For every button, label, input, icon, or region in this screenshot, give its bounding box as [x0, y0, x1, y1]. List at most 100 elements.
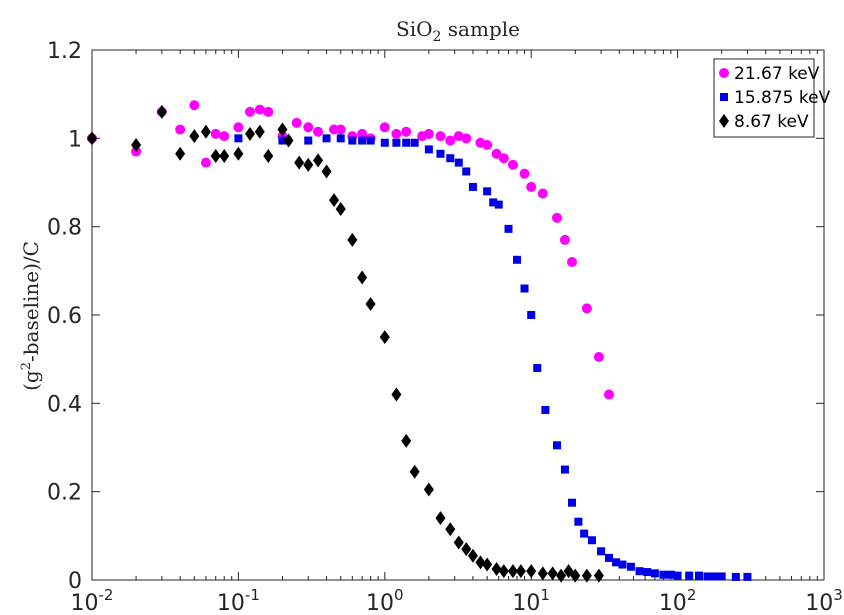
- data-point: [605, 553, 614, 562]
- data-point: [366, 136, 375, 145]
- data-point: [303, 122, 314, 133]
- data-point: [559, 234, 570, 245]
- data-point: [87, 131, 97, 146]
- data-point: [482, 557, 493, 572]
- data-point: [445, 135, 456, 146]
- legend: 21.67 keV 15.875 keV 8.67 keV: [713, 58, 831, 138]
- data-point: [507, 564, 518, 579]
- legend-box: [713, 58, 815, 138]
- data-point: [175, 146, 186, 161]
- x-axis-ticks: 10-2 10-1 100 101 102 103: [71, 50, 843, 615]
- x-tick-label: 103: [805, 586, 843, 615]
- data-point: [533, 364, 542, 372]
- data-point: [263, 106, 274, 117]
- data-point: [336, 134, 345, 143]
- data-point: [597, 547, 606, 556]
- data-point: [200, 157, 211, 168]
- data-point: [462, 167, 471, 176]
- x-tick-label: 100: [366, 586, 404, 615]
- data-point: [445, 522, 456, 537]
- data-point: [210, 149, 221, 163]
- data-point: [283, 133, 294, 148]
- data-point: [703, 572, 712, 581]
- data-point: [321, 164, 332, 179]
- chart-title: SiO2 sample: [396, 17, 520, 45]
- data-point: [347, 232, 358, 247]
- data-point: [329, 193, 340, 208]
- data-point: [234, 134, 243, 143]
- series-square: [234, 134, 752, 581]
- data-point: [244, 126, 255, 141]
- data-point: [467, 548, 478, 563]
- data-point: [574, 517, 583, 526]
- data-point: [379, 122, 390, 133]
- y-tick-label: 1.2: [47, 39, 82, 64]
- x-tick-label: 10-2: [71, 586, 114, 615]
- x-tick-label: 101: [512, 586, 550, 615]
- data-point: [435, 131, 446, 142]
- data-point: [278, 136, 287, 145]
- data-point: [380, 138, 389, 147]
- legend-label: 15.875 keV: [734, 88, 831, 108]
- data-point: [551, 212, 562, 223]
- data-point: [673, 571, 682, 580]
- data-point: [322, 134, 331, 143]
- data-point: [335, 202, 346, 216]
- data-point: [494, 200, 503, 209]
- data-point: [513, 255, 522, 264]
- data-point: [233, 122, 244, 133]
- y-tick-label: 0.4: [47, 392, 82, 417]
- data-point: [643, 568, 652, 577]
- x-tick-label: 102: [659, 586, 697, 615]
- data-point: [401, 433, 412, 448]
- data-point: [446, 154, 455, 163]
- data-point: [189, 129, 200, 144]
- data-point: [423, 128, 434, 139]
- data-point: [519, 168, 530, 179]
- data-point: [401, 126, 412, 137]
- data-point: [504, 224, 513, 233]
- data-point: [219, 131, 230, 142]
- data-point: [507, 159, 518, 170]
- data-point: [537, 566, 548, 581]
- data-point: [423, 482, 434, 497]
- data-point: [277, 122, 288, 137]
- data-point: [568, 498, 577, 507]
- data-point: [379, 330, 390, 345]
- data-point: [612, 558, 621, 567]
- data-point: [365, 296, 376, 311]
- data-point: [552, 441, 561, 450]
- data-point: [391, 387, 402, 402]
- data-point: [587, 536, 596, 545]
- data-point: [402, 138, 411, 147]
- data-point: [313, 153, 324, 168]
- data-point: [313, 126, 324, 137]
- data-point: [436, 149, 445, 158]
- data-point: [475, 555, 486, 570]
- data-point: [570, 568, 581, 583]
- data-point: [743, 572, 752, 581]
- data-point: [435, 511, 446, 526]
- data-point: [710, 572, 719, 581]
- data-point: [263, 149, 274, 163]
- data-point: [666, 570, 675, 579]
- data-point: [348, 136, 357, 145]
- data-point: [219, 149, 230, 163]
- legend-marker: [719, 114, 729, 128]
- data-point: [175, 124, 186, 135]
- data-point: [468, 182, 477, 191]
- y-tick-label: 0.6: [47, 304, 82, 329]
- data-point: [482, 139, 493, 150]
- data-point: [556, 568, 567, 583]
- data-point: [650, 569, 659, 578]
- data-point: [392, 138, 401, 147]
- data-point: [461, 542, 472, 557]
- data-point: [244, 106, 255, 117]
- data-point: [527, 311, 536, 319]
- data-point: [604, 389, 615, 400]
- data-point: [581, 303, 592, 314]
- data-point: [461, 133, 472, 144]
- legend-marker: [719, 68, 729, 78]
